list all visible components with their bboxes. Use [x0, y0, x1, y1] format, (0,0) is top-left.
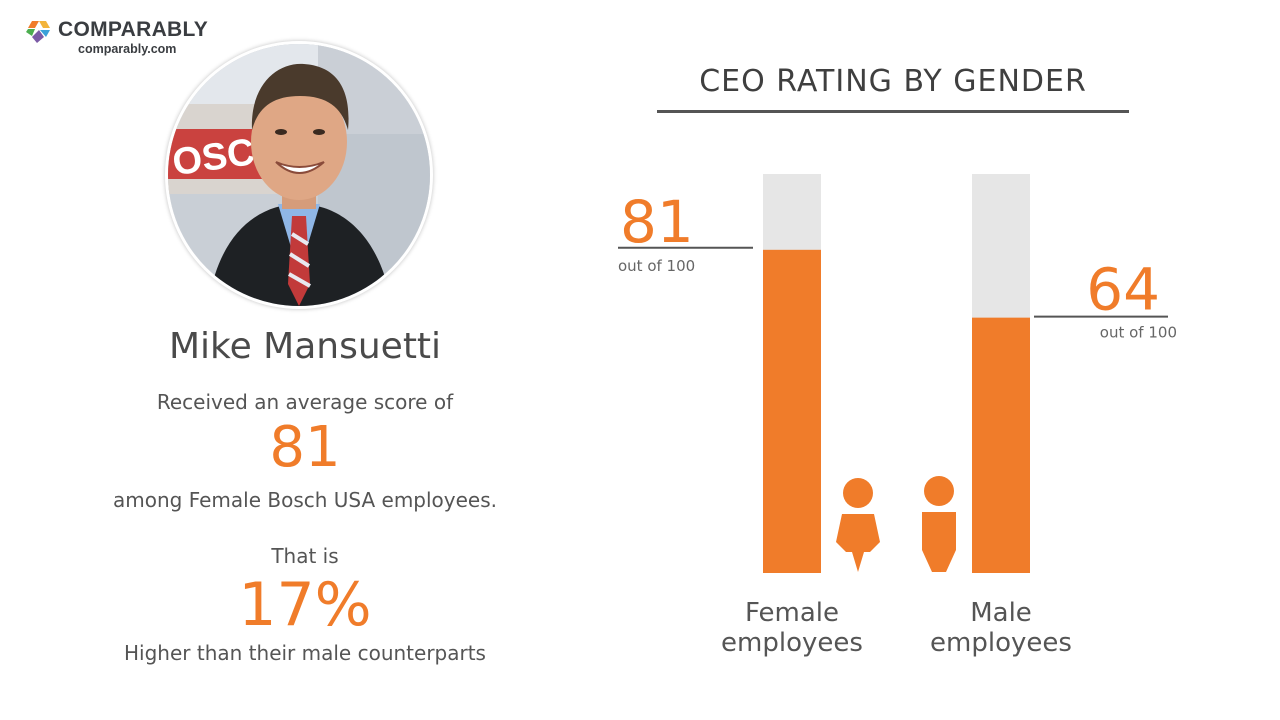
comparably-logo: COMPARABLY comparably.com [26, 18, 216, 60]
male-category-label-line1: Male [970, 598, 1032, 628]
higher-text: Higher than their male counterparts [124, 641, 486, 665]
percent-difference-value: 17% [238, 570, 372, 640]
female-person-icon [836, 478, 880, 572]
male-bar [972, 317, 1030, 573]
female-out-of-label: out of 100 [618, 257, 695, 275]
ceo-portrait: OSCH [168, 44, 430, 306]
female-category-label-line1: Female [745, 598, 839, 628]
female-score-value: 81 [269, 415, 341, 480]
female-bar-value: 81 [620, 188, 694, 256]
female-category-label-line2: employees [721, 628, 863, 658]
female-bar [763, 249, 821, 573]
brand-name: COMPARABLY [58, 18, 209, 41]
ceo-name: Mike Mansuetti [168, 326, 442, 367]
title-underline [657, 110, 1129, 113]
among-text: among Female Bosch USA employees. [112, 488, 498, 512]
ceo-rating-chart: 81 out of 100 Female employees 64 out of… [618, 174, 1177, 658]
male-person-icon [922, 476, 956, 572]
male-bar-value: 64 [1086, 256, 1160, 324]
brand-site: comparably.com [78, 42, 177, 56]
chart-title: CEO RATING BY GENDER [699, 64, 1087, 99]
that-is-text: That is [271, 544, 339, 568]
male-out-of-label: out of 100 [1100, 324, 1177, 342]
male-category-label-line2: employees [930, 628, 1072, 658]
received-text: Received an average score of [156, 390, 454, 414]
comparably-logo-icon [26, 21, 50, 43]
